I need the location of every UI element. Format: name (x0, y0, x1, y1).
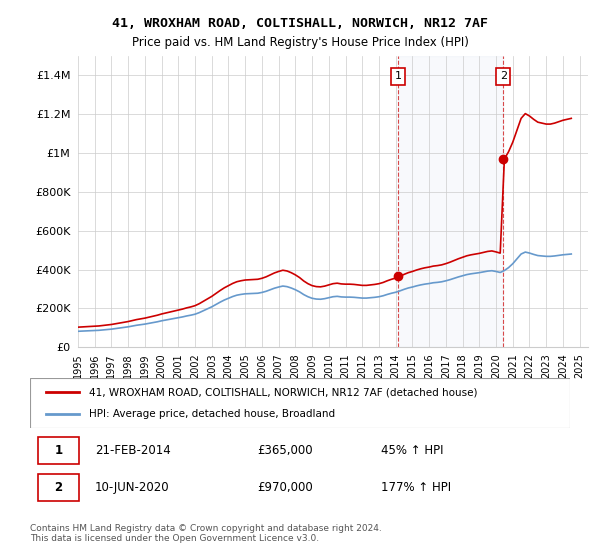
Bar (398, 56, 503, 347)
FancyBboxPatch shape (38, 474, 79, 501)
FancyBboxPatch shape (30, 378, 570, 428)
Text: 2: 2 (500, 71, 507, 81)
Text: 45% ↑ HPI: 45% ↑ HPI (381, 444, 443, 458)
Text: Contains HM Land Registry data © Crown copyright and database right 2024.
This d: Contains HM Land Registry data © Crown c… (30, 524, 382, 543)
Text: 10-JUN-2020: 10-JUN-2020 (95, 481, 169, 494)
Text: 1: 1 (55, 444, 62, 458)
Text: Price paid vs. HM Land Registry's House Price Index (HPI): Price paid vs. HM Land Registry's House … (131, 36, 469, 49)
Text: HPI: Average price, detached house, Broadland: HPI: Average price, detached house, Broa… (89, 409, 335, 419)
Text: £365,000: £365,000 (257, 444, 313, 458)
Text: 177% ↑ HPI: 177% ↑ HPI (381, 481, 451, 494)
Text: 41, WROXHAM ROAD, COLTISHALL, NORWICH, NR12 7AF: 41, WROXHAM ROAD, COLTISHALL, NORWICH, N… (112, 17, 488, 30)
FancyBboxPatch shape (38, 437, 79, 464)
Text: 21-FEB-2014: 21-FEB-2014 (95, 444, 170, 458)
Text: 1: 1 (394, 71, 401, 81)
Text: 2: 2 (55, 481, 62, 494)
Text: 41, WROXHAM ROAD, COLTISHALL, NORWICH, NR12 7AF (detached house): 41, WROXHAM ROAD, COLTISHALL, NORWICH, N… (89, 387, 478, 397)
Text: £970,000: £970,000 (257, 481, 313, 494)
